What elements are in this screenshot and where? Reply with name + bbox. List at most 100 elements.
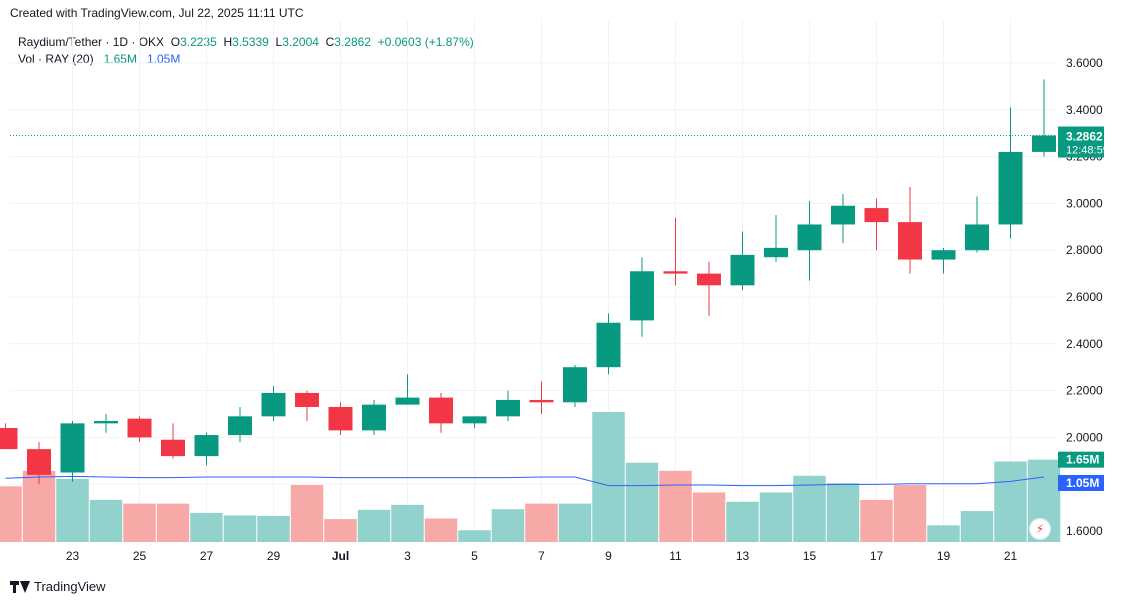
- candle-body: [931, 250, 956, 260]
- volume-bar: [793, 475, 826, 542]
- volume-bar: [257, 516, 290, 542]
- candle: [295, 390, 319, 422]
- price-tick-label: 2.2000: [1066, 384, 1103, 398]
- candle: [998, 107, 1023, 239]
- candle: [462, 416, 487, 429]
- time-tick-label: 19: [937, 549, 951, 563]
- volume-tag-bg: [1058, 451, 1104, 468]
- chart-legend: Raydium/Tether · 1D · OKX O3.2235 H3.533…: [18, 34, 474, 68]
- price-tick-label: 3.6000: [1066, 56, 1103, 70]
- volume-ma-tag-value: 1.05M: [1066, 476, 1099, 490]
- candle-body: [295, 392, 319, 407]
- candle-body: [529, 399, 554, 403]
- volume-bars: [0, 412, 1061, 542]
- candle: [663, 217, 688, 286]
- volume-bar: [592, 412, 625, 542]
- legend-row-price: Raydium/Tether · 1D · OKX O3.2235 H3.533…: [18, 34, 474, 51]
- candle: [60, 421, 85, 482]
- candle: [596, 313, 621, 375]
- volume-bar: [893, 485, 927, 542]
- low-value: 3.2004: [282, 35, 319, 49]
- volume-tag: 1.65M: [1058, 451, 1104, 468]
- volume-bar: [324, 519, 357, 542]
- time-tick-label: 15: [803, 549, 817, 563]
- candle: [127, 416, 152, 443]
- candle-body: [697, 273, 721, 286]
- candle-body: [965, 224, 989, 251]
- volume-bar: [860, 499, 893, 542]
- candle: [328, 402, 353, 436]
- volume-bar: [625, 462, 659, 542]
- volume-bar: [424, 518, 458, 542]
- candle-body: [362, 404, 386, 431]
- candle: [764, 215, 788, 262]
- volume-bar: [826, 483, 860, 542]
- candle: [261, 385, 286, 422]
- candle-body: [663, 271, 688, 274]
- lightning-icon[interactable]: ⚡: [1029, 518, 1051, 540]
- price-tick-label: 2.8000: [1066, 243, 1103, 257]
- candle: [931, 247, 956, 274]
- time-tick-label: 21: [1004, 549, 1018, 563]
- price-tick-label: 2.6000: [1066, 290, 1103, 304]
- time-tick-label: 17: [870, 549, 884, 563]
- volume-ma-tag: 1.05M: [1058, 475, 1104, 491]
- time-tick-label: 5: [471, 549, 478, 563]
- time-tick-label: 25: [133, 549, 147, 563]
- time-tick-label: 29: [267, 549, 281, 563]
- candle-body: [630, 271, 654, 321]
- close-value: 3.2862: [334, 35, 371, 49]
- time-tick-label: 7: [538, 549, 545, 563]
- tradingview-brand: TradingView: [10, 579, 106, 594]
- candle-body: [898, 222, 922, 260]
- price-candles: [0, 79, 1056, 485]
- candle-body: [831, 205, 855, 225]
- volume-bar: [525, 503, 558, 542]
- candle-body: [194, 435, 219, 457]
- price-tick-label: 2.4000: [1066, 337, 1103, 351]
- candle-body: [998, 151, 1023, 225]
- price-tick-label: 3.4000: [1066, 103, 1103, 117]
- price-tick-label: 3.0000: [1066, 196, 1103, 210]
- candle: [228, 406, 252, 443]
- volume-bar: [156, 503, 190, 542]
- volume-bar: [0, 486, 22, 542]
- candle: [529, 381, 554, 414]
- candle: [898, 187, 922, 274]
- countdown-tag-value: 12:48:59: [1066, 145, 1109, 157]
- candle: [496, 390, 520, 422]
- volume-ma-line: [5, 475, 1045, 487]
- candle: [94, 414, 118, 433]
- candle: [797, 201, 822, 281]
- candle: [563, 364, 587, 407]
- candle-body: [730, 254, 755, 286]
- time-tick-label: 3: [404, 549, 411, 563]
- last-price-tag-bg: [1058, 126, 1104, 158]
- candle-body: [94, 421, 118, 424]
- time-axis[interactable]: 23 25 27 29 Jul 3 5 7 9 11 13 15 17 19 21: [66, 549, 1018, 563]
- volume-bar: [726, 501, 759, 542]
- time-tick-label: Jul: [332, 549, 349, 563]
- candle: [362, 399, 386, 436]
- price-tick-label: 2.0000: [1066, 430, 1103, 444]
- low-label: L: [275, 35, 283, 49]
- candle-body: [328, 406, 353, 431]
- volume-ma-tag-bg: [1058, 475, 1104, 491]
- time-tick-label: 27: [200, 549, 214, 563]
- candle-body: [596, 322, 621, 368]
- change-value: +0.0603 (+1.87%): [377, 35, 474, 49]
- volume-bar: [994, 461, 1027, 542]
- time-tick-label: 9: [605, 549, 612, 563]
- symbol-label[interactable]: Raydium/Tether · 1D · OKX: [18, 35, 165, 49]
- open-value: 3.2235: [180, 35, 217, 49]
- volume-ma-polyline: [5, 475, 1045, 487]
- candle-body: [563, 367, 587, 403]
- volume-bar: [759, 492, 793, 542]
- candle: [630, 257, 654, 337]
- candle-body: [60, 423, 85, 473]
- candle-body: [161, 439, 185, 457]
- volume-bar: [391, 504, 424, 542]
